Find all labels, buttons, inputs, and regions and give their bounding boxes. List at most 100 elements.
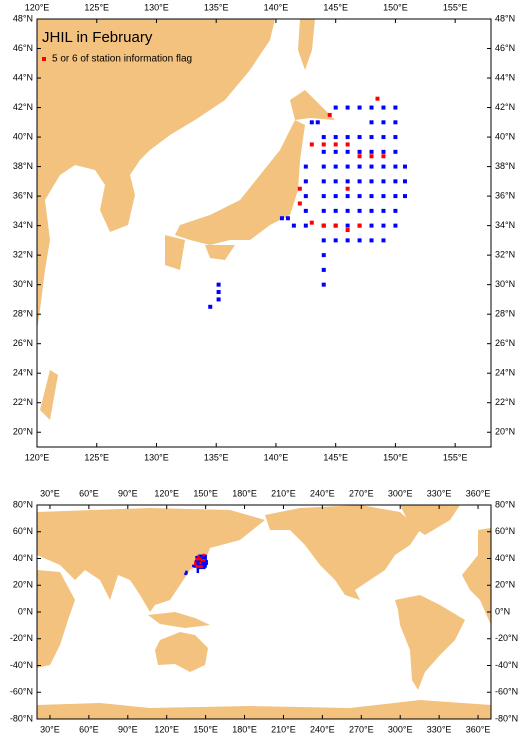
station-point bbox=[369, 154, 374, 159]
y-tick-label: 48°N bbox=[495, 13, 515, 23]
y-tick-label: 32°N bbox=[13, 250, 33, 260]
land bbox=[165, 235, 185, 270]
y-tick-label: 34°N bbox=[13, 220, 33, 230]
station-point bbox=[201, 563, 205, 567]
station-point bbox=[203, 561, 206, 564]
station-point bbox=[196, 561, 200, 564]
station-point bbox=[381, 154, 386, 159]
station-point bbox=[357, 223, 362, 228]
station-point bbox=[345, 179, 350, 184]
station-point bbox=[197, 561, 201, 564]
station-point bbox=[201, 559, 205, 562]
station-point bbox=[381, 164, 386, 169]
land bbox=[148, 612, 210, 628]
x-tick-label: 300°E bbox=[388, 488, 413, 498]
x-tick-label: 330°E bbox=[427, 724, 452, 734]
x-tick-label: 210°E bbox=[271, 488, 296, 498]
station-point bbox=[195, 565, 198, 568]
land bbox=[395, 595, 465, 690]
x-tick-label: 30°E bbox=[40, 724, 60, 734]
x-tick-label: 270°E bbox=[349, 488, 374, 498]
x-tick-label: 155°E bbox=[443, 2, 468, 12]
y-tick-label: 24°N bbox=[13, 368, 33, 378]
x-tick-label: 30°E bbox=[40, 488, 60, 498]
y-tick-label: -80°N bbox=[495, 713, 518, 723]
station-point bbox=[375, 96, 380, 101]
station-point bbox=[309, 220, 314, 225]
station-point bbox=[194, 563, 197, 566]
station-point bbox=[357, 179, 362, 184]
station-point bbox=[184, 572, 187, 576]
station-point bbox=[201, 561, 205, 564]
y-tick-label: 0°N bbox=[495, 606, 510, 616]
station-point bbox=[201, 565, 205, 568]
station-point bbox=[196, 562, 200, 566]
y-tick-label: 34°N bbox=[495, 220, 515, 230]
station-point bbox=[369, 120, 374, 125]
station-point bbox=[381, 149, 386, 154]
land bbox=[462, 528, 491, 625]
station-point bbox=[203, 559, 206, 562]
x-tick-label: 155°E bbox=[443, 452, 468, 462]
world-map bbox=[37, 505, 491, 719]
station-point bbox=[357, 164, 362, 169]
station-point bbox=[204, 557, 207, 560]
station-point bbox=[200, 563, 203, 567]
station-point bbox=[333, 142, 338, 147]
station-point bbox=[402, 179, 407, 184]
land bbox=[265, 505, 420, 600]
x-tick-label: 150°E bbox=[383, 452, 408, 462]
y-tick-label: 22°N bbox=[13, 397, 33, 407]
station-point bbox=[345, 238, 350, 243]
station-point bbox=[196, 559, 200, 563]
station-point bbox=[195, 557, 198, 561]
y-tick-label: -60°N bbox=[495, 687, 518, 697]
land bbox=[205, 245, 235, 260]
x-tick-label: 240°E bbox=[310, 724, 335, 734]
station-point bbox=[321, 208, 326, 213]
legend-label: 5 or 6 of station information flag bbox=[52, 54, 192, 65]
y-tick-label: 30°N bbox=[13, 279, 33, 289]
station-point bbox=[309, 142, 314, 147]
station-point bbox=[199, 559, 202, 563]
station-point bbox=[321, 194, 326, 199]
station-point bbox=[345, 223, 350, 228]
station-point bbox=[381, 238, 386, 243]
station-point bbox=[357, 135, 362, 140]
x-tick-label: 145°E bbox=[323, 2, 348, 12]
land bbox=[155, 632, 208, 672]
station-point bbox=[200, 561, 203, 564]
y-tick-label: 20°N bbox=[495, 580, 515, 590]
station-point bbox=[345, 135, 350, 140]
station-point bbox=[203, 563, 206, 567]
station-point bbox=[199, 565, 202, 569]
station-point bbox=[203, 562, 206, 566]
y-tick-label: 40°N bbox=[13, 131, 33, 141]
station-point bbox=[205, 561, 208, 564]
station-point bbox=[393, 194, 398, 199]
land bbox=[37, 700, 491, 719]
station-point bbox=[196, 569, 200, 572]
y-tick-label: 24°N bbox=[495, 368, 515, 378]
station-point bbox=[197, 566, 201, 570]
y-tick-label: 40°N bbox=[495, 553, 515, 563]
station-point bbox=[303, 208, 308, 213]
station-point bbox=[333, 105, 338, 110]
station-point bbox=[321, 149, 326, 154]
x-tick-label: 330°E bbox=[427, 488, 452, 498]
x-tick-label: 125°E bbox=[84, 2, 109, 12]
y-tick-label: 60°N bbox=[13, 526, 33, 536]
land bbox=[175, 120, 305, 245]
station-point bbox=[200, 554, 203, 558]
station-point bbox=[381, 223, 386, 228]
station-point bbox=[369, 208, 374, 213]
station-point bbox=[197, 562, 201, 566]
station-point bbox=[369, 135, 374, 140]
station-point bbox=[303, 223, 308, 228]
station-point bbox=[202, 553, 205, 557]
y-tick-label: 26°N bbox=[13, 338, 33, 348]
y-tick-label: 44°N bbox=[495, 72, 515, 82]
station-point bbox=[199, 557, 202, 561]
station-point bbox=[204, 558, 207, 562]
station-point bbox=[333, 149, 338, 154]
